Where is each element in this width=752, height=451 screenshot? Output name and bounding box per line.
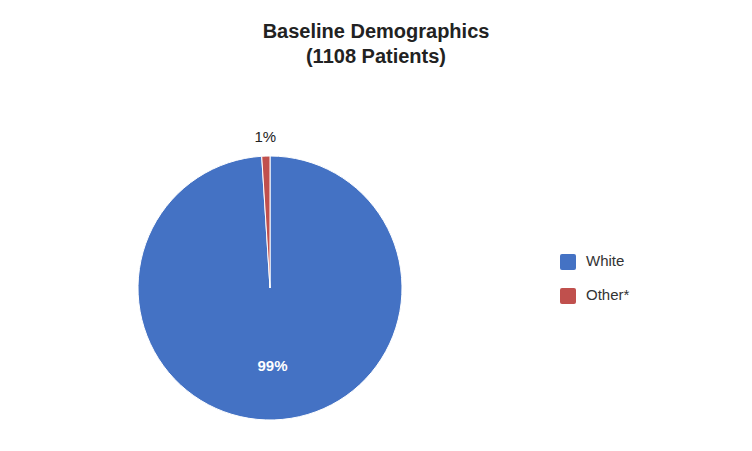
legend-label: Other* — [586, 286, 630, 303]
pie — [138, 156, 402, 420]
legend-label: White — [586, 252, 624, 269]
title-line: (1108 Patients) — [306, 45, 446, 67]
title-line: Baseline Demographics — [263, 20, 490, 42]
chart-svg: Baseline Demographics (1108 Patients) 99% 1… — [0, 0, 752, 451]
data-label: 99% — [257, 357, 287, 374]
data-labels: 99% 1% — [254, 128, 287, 374]
chart-container: Baseline Demographics (1108 Patients) 99% 1… — [0, 0, 752, 451]
legend-swatch — [560, 288, 576, 304]
title: Baseline Demographics (1108 Patients) — [263, 20, 490, 67]
data-label: 1% — [254, 128, 276, 145]
legend: White Other* — [560, 252, 630, 304]
pie-slice — [262, 156, 270, 288]
pie-slice — [138, 156, 402, 420]
legend-swatch — [560, 254, 576, 270]
